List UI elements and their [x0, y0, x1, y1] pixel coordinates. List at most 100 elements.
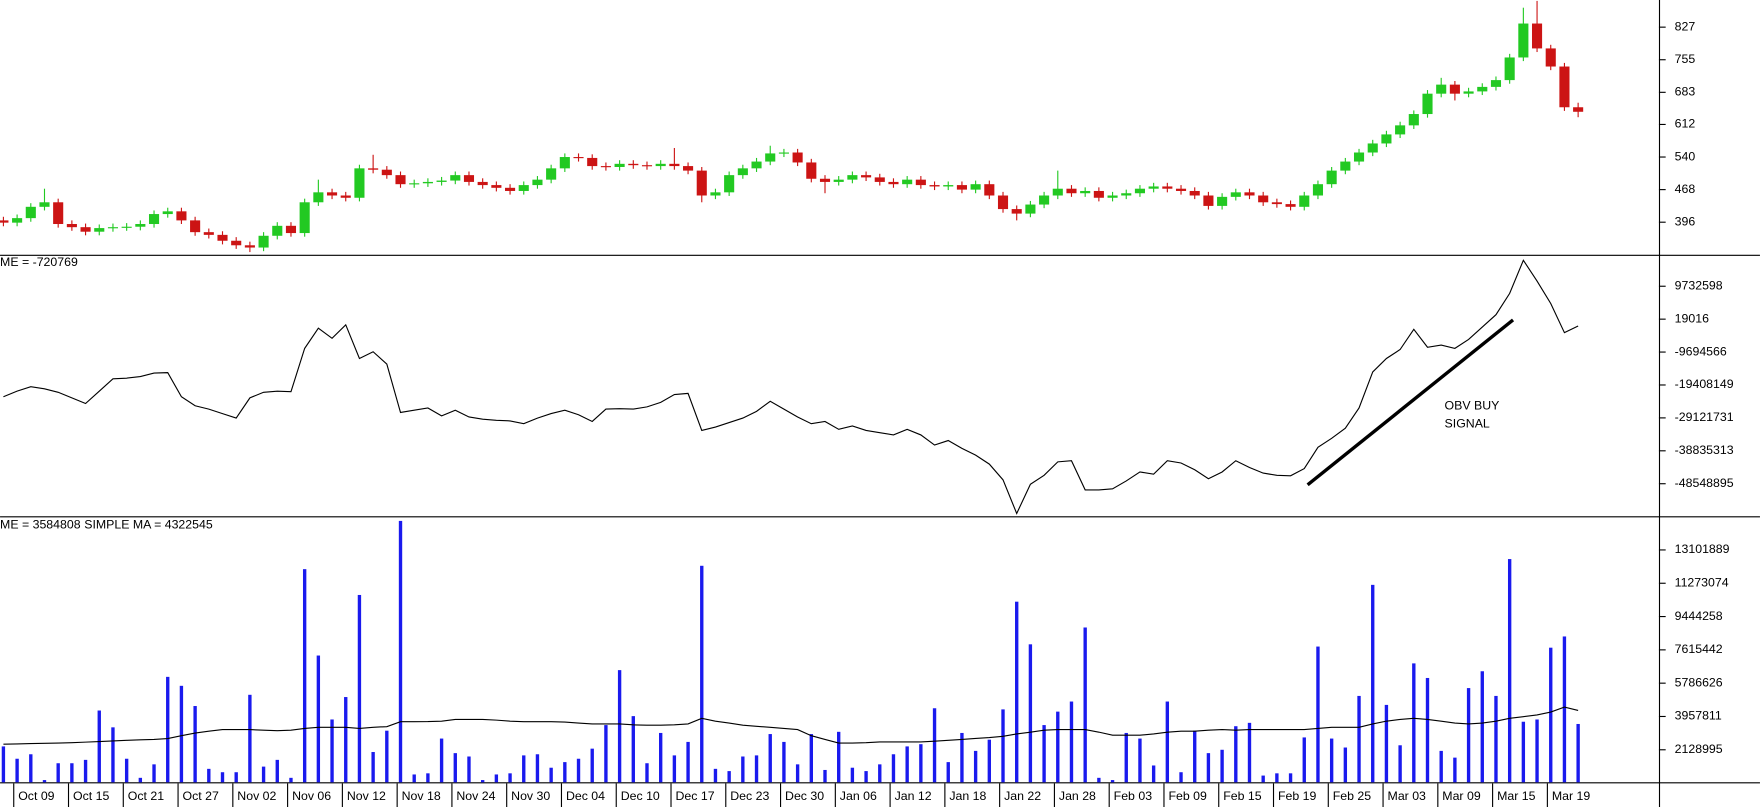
volume-bar: [1110, 780, 1115, 783]
candle-body: [203, 232, 214, 235]
volume-bar: [891, 754, 896, 783]
candle-body: [217, 234, 228, 241]
volume-bar: [316, 655, 321, 783]
candle-body: [970, 184, 981, 190]
candle-body: [847, 175, 858, 180]
candle-body: [628, 163, 639, 166]
candle-body: [915, 179, 926, 186]
volume-bar: [467, 756, 471, 783]
candle-body: [354, 168, 365, 198]
volume-bar: [29, 754, 33, 783]
volume-bar: [1234, 726, 1238, 783]
candle-body: [107, 227, 119, 229]
candle-body: [1134, 188, 1145, 194]
y-tick-label: 2128995: [1675, 742, 1723, 756]
y-tick-label: 468: [1675, 182, 1696, 196]
volume-bar: [535, 754, 540, 783]
candle-body: [272, 225, 283, 236]
x-tick-label: Dec 17: [676, 789, 715, 803]
candle-body: [1463, 91, 1474, 94]
candle-body: [997, 195, 1009, 210]
volume-bar: [426, 773, 430, 783]
volume-bar: [1001, 709, 1005, 783]
volume-bar: [1535, 719, 1539, 783]
volume-bar: [1097, 777, 1101, 783]
volume-bar: [1329, 738, 1334, 783]
volume-bar: [1384, 704, 1389, 783]
candle-body: [12, 218, 23, 223]
volume-bar: [932, 708, 937, 783]
volume-bar: [1507, 559, 1512, 783]
volume-bar: [248, 694, 252, 783]
volume-bar: [960, 732, 964, 783]
x-tick-label: Oct 27: [183, 789, 219, 803]
candle-body: [806, 162, 817, 179]
candle-body: [1148, 186, 1159, 189]
volume-bar: [1124, 732, 1128, 783]
volume-bar: [1425, 677, 1430, 783]
volume-bar: [1288, 773, 1293, 783]
volume-bar: [522, 755, 526, 783]
line: [3, 259, 1579, 515]
candle-body: [669, 163, 680, 167]
candle-body: [1121, 193, 1132, 196]
candle-body: [1203, 195, 1214, 206]
volume-bar: [193, 706, 197, 783]
y-tick-label: 612: [1675, 117, 1696, 131]
candle-body: [436, 180, 447, 182]
x-tick-label: Feb 09: [1168, 789, 1207, 803]
volume-bar: [604, 725, 608, 783]
x-tick-label: Nov 18: [402, 789, 441, 803]
candle-body: [1449, 84, 1460, 94]
candle-body: [778, 152, 789, 154]
candle-body: [655, 163, 666, 167]
volume-bar: [1015, 601, 1019, 783]
x-tick-label: Nov 12: [347, 789, 386, 803]
y-tick-label: 11273074: [1675, 576, 1729, 590]
candle-body: [299, 202, 310, 234]
volume-bar: [179, 685, 184, 783]
volume-bar: [152, 764, 156, 783]
candle-body: [313, 192, 324, 203]
volume-bar: [700, 565, 704, 783]
x-tick-label: Jan 22: [1004, 789, 1041, 803]
volume-bar: [1494, 695, 1498, 783]
ma-line: [3, 706, 1579, 745]
volume-bar: [70, 763, 74, 783]
x-tick-label: Mar 09: [1442, 789, 1481, 803]
volume-bar: [207, 768, 211, 783]
x-tick-label: Mar 15: [1497, 789, 1536, 803]
candle-body: [1395, 125, 1406, 135]
x-tick-label: Jan 06: [840, 789, 877, 803]
candle-body: [710, 192, 721, 196]
candle-body: [1230, 192, 1241, 197]
volume-bar: [138, 777, 143, 783]
volume-bar: [987, 739, 992, 783]
volume-bar: [576, 758, 581, 783]
candle-body: [943, 185, 954, 187]
volume-bar: [1398, 745, 1402, 783]
y-tick-label: -9694566: [1675, 344, 1727, 358]
volume-bar: [782, 741, 786, 783]
candle-body: [121, 226, 132, 228]
candle-body: [1504, 57, 1515, 81]
y-tick-label: 19016: [1675, 311, 1709, 325]
x-tick-label: Nov 06: [292, 789, 331, 803]
y-tick-label: 683: [1675, 85, 1696, 99]
y-tick-label: 9732598: [1675, 279, 1723, 293]
y-tick-label: -38835313: [1675, 443, 1734, 457]
candle-body: [94, 228, 105, 232]
candle-body: [1340, 161, 1351, 171]
candle-body: [463, 175, 475, 182]
candle-body: [833, 179, 844, 182]
candle-body: [1490, 80, 1502, 87]
volume-bar: [97, 710, 101, 783]
candle-body: [491, 185, 502, 188]
x-tick-label: Jan 28: [1059, 789, 1096, 803]
candle-body: [1080, 190, 1091, 194]
candle-body: [614, 163, 625, 167]
x-tick-label: Oct 21: [128, 789, 164, 803]
y-tick-label: -19408149: [1675, 377, 1734, 391]
candle-body: [39, 202, 50, 207]
candle-body: [1271, 202, 1282, 205]
